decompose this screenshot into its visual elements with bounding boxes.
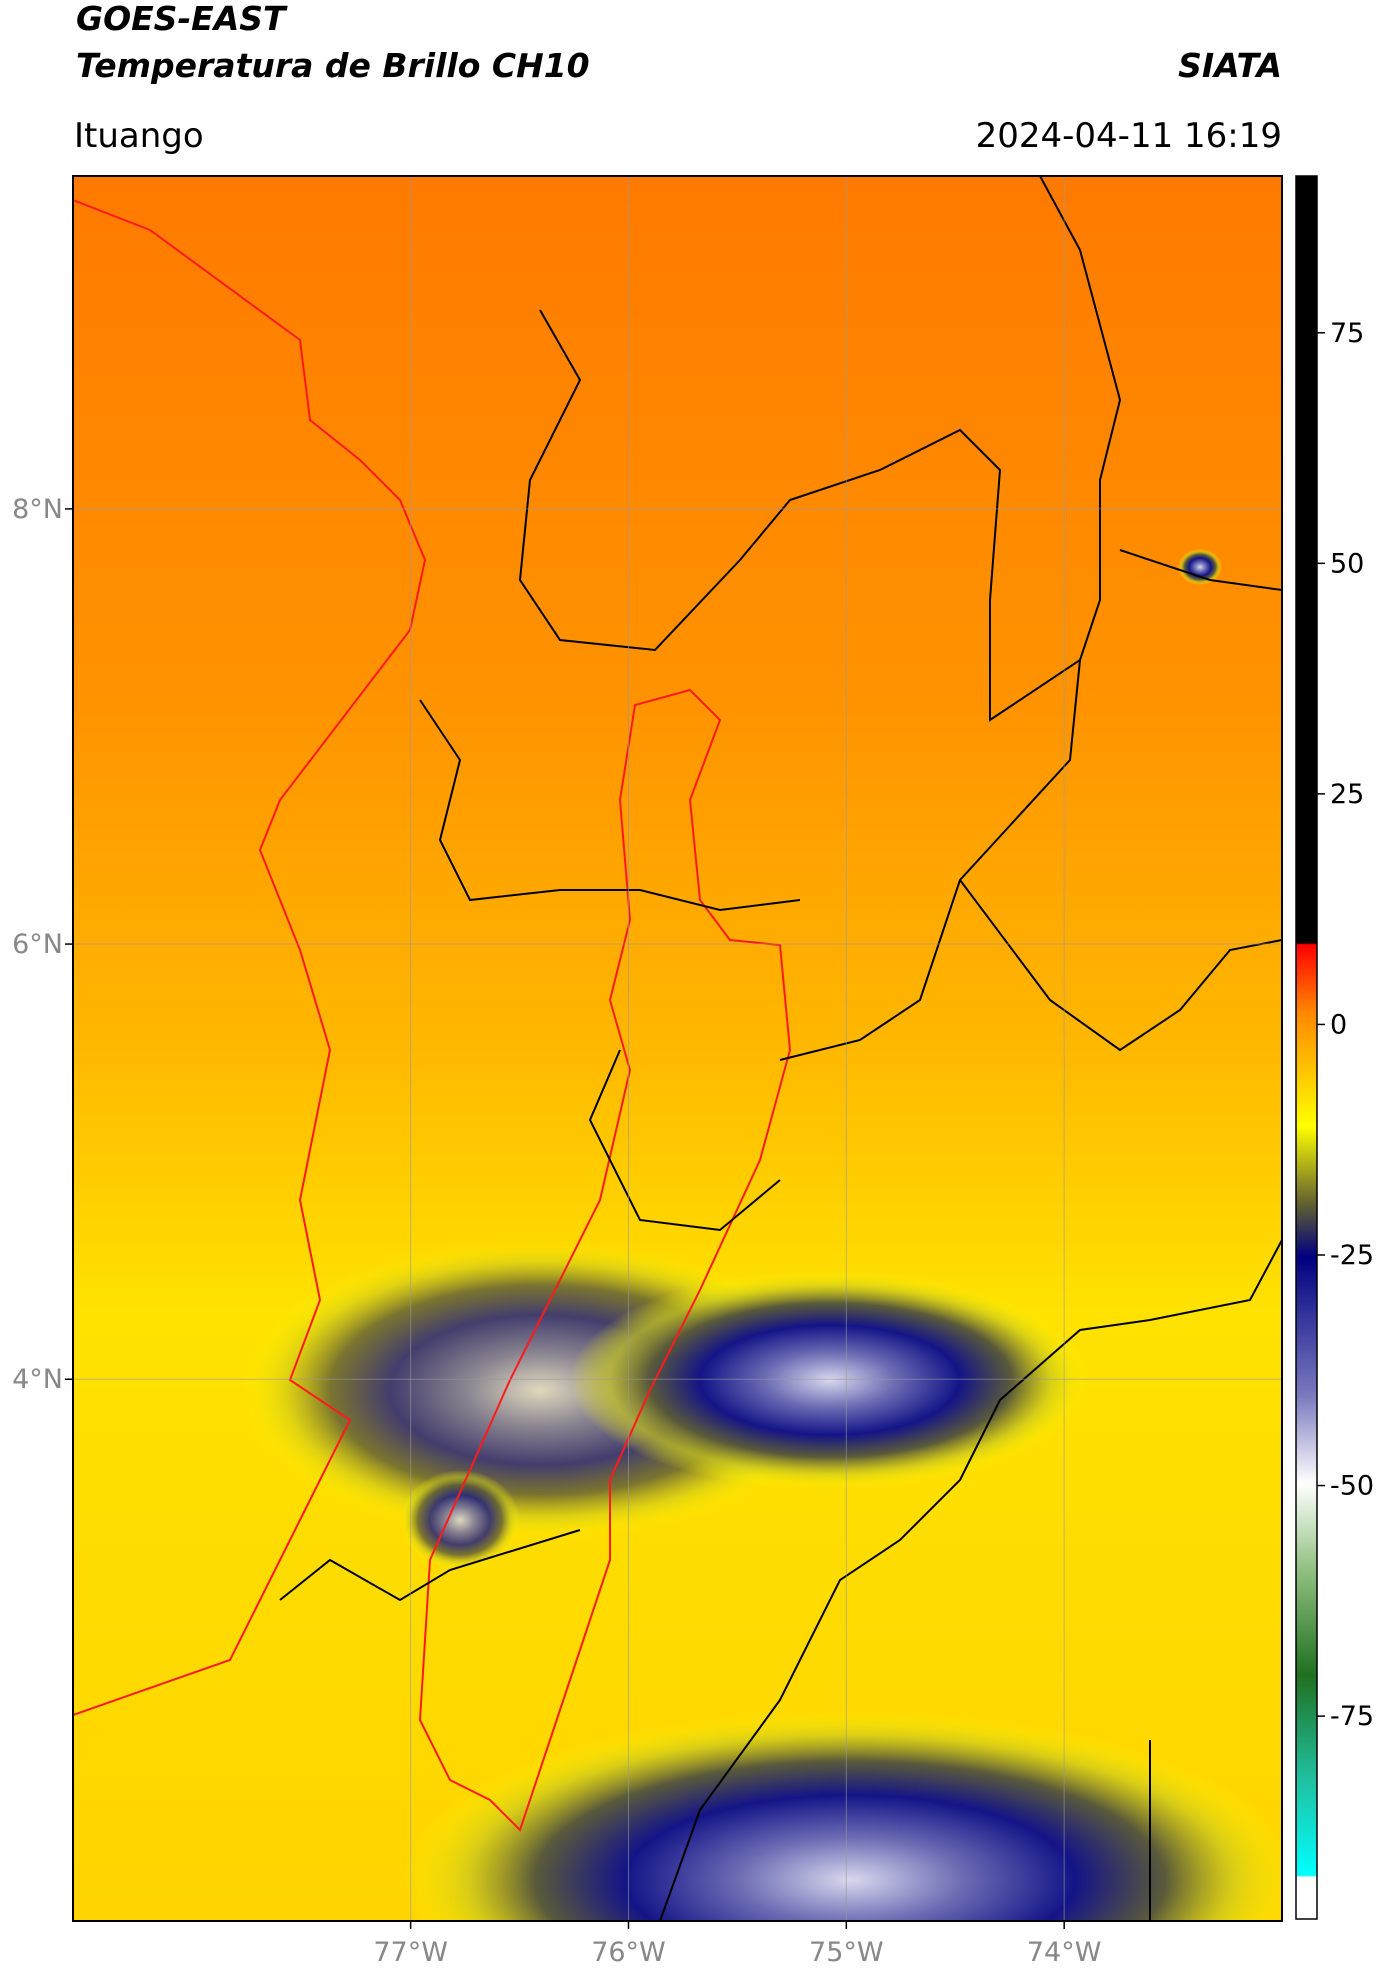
lon-tick-label: 75°W bbox=[809, 1937, 884, 1968]
cloud bbox=[1178, 549, 1222, 585]
lat-tick-label: 8°N bbox=[12, 494, 63, 525]
coastline bbox=[73, 199, 427, 1716]
grid bbox=[73, 176, 1282, 1921]
colorbar-tick-label: 0 bbox=[1330, 1009, 1347, 1040]
colorbar-tick-label: -50 bbox=[1330, 1471, 1374, 1502]
cloud bbox=[400, 1710, 1282, 1921]
map-background bbox=[73, 176, 1282, 1921]
colorbar-tick-label: 25 bbox=[1330, 779, 1364, 810]
lon-tick-label: 74°W bbox=[1027, 1937, 1102, 1968]
colorbar-tick-label: -25 bbox=[1330, 1240, 1374, 1271]
colorbar-tick-label: -75 bbox=[1330, 1701, 1374, 1732]
title: GOES-EAST bbox=[76, 0, 288, 38]
cloud bbox=[400, 1470, 520, 1570]
colorbar bbox=[1295, 175, 1318, 1920]
map-frame bbox=[72, 175, 1283, 1922]
lon-tick-label: 77°W bbox=[373, 1937, 448, 1968]
lat-tick-label: 4°N bbox=[12, 1364, 63, 1395]
colorbar-tick-label: 75 bbox=[1330, 318, 1364, 349]
colorbar-tick-label: 50 bbox=[1330, 548, 1364, 579]
subtitle: Temperatura de Brillo CH10 bbox=[76, 46, 590, 85]
location: Ituango bbox=[74, 116, 204, 156]
cloud bbox=[570, 1270, 1090, 1490]
timestamp: 2024-04-11 16:19 bbox=[976, 116, 1282, 156]
admin-boundary bbox=[279, 176, 1282, 1921]
lat-tick-label: 6°N bbox=[12, 929, 63, 960]
lon-tick-label: 76°W bbox=[591, 1937, 666, 1968]
source: SIATA bbox=[1178, 46, 1282, 85]
map bbox=[73, 176, 1282, 1921]
